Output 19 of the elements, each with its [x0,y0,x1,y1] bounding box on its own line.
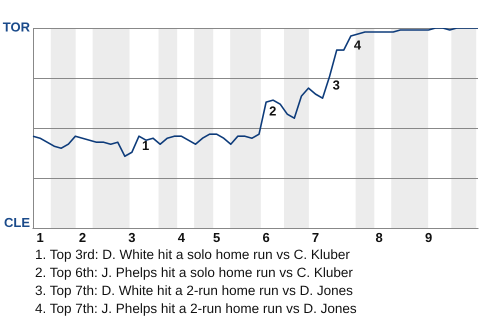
text: CLE [4,214,30,230]
x-tick-label: 5 [213,230,220,245]
x-tick-label: 4 [178,230,186,245]
x-tick-label: 8 [375,230,383,245]
text: 4. Top 7th: J. Phelps hit a 2-run home run vs D. Jones [35,300,358,318]
x-tick-label: 9 [424,230,432,245]
text: TOR [2,20,31,35]
x-tick-label: 2 [78,230,86,245]
x-tick-label: 1 [36,230,44,245]
text: 1. Top 3rd: D. White hit a solo home run vs C. Kluber [35,246,351,264]
x-tick-label: 6 [262,230,270,245]
annotation: 4 [354,38,362,53]
annotation: 3 [332,78,340,93]
x-tick-label: 7 [312,230,320,245]
text: 2. Top 6th: J. Phelps hit a solo home run vs C. Kluber [35,264,354,282]
x-tick-label: 3 [128,230,136,245]
annotation: 2 [269,104,276,119]
annotation: 1 [142,138,150,153]
text: 3. Top 7th: D. White hit a 2-run home run vs D. Jones [35,282,354,300]
